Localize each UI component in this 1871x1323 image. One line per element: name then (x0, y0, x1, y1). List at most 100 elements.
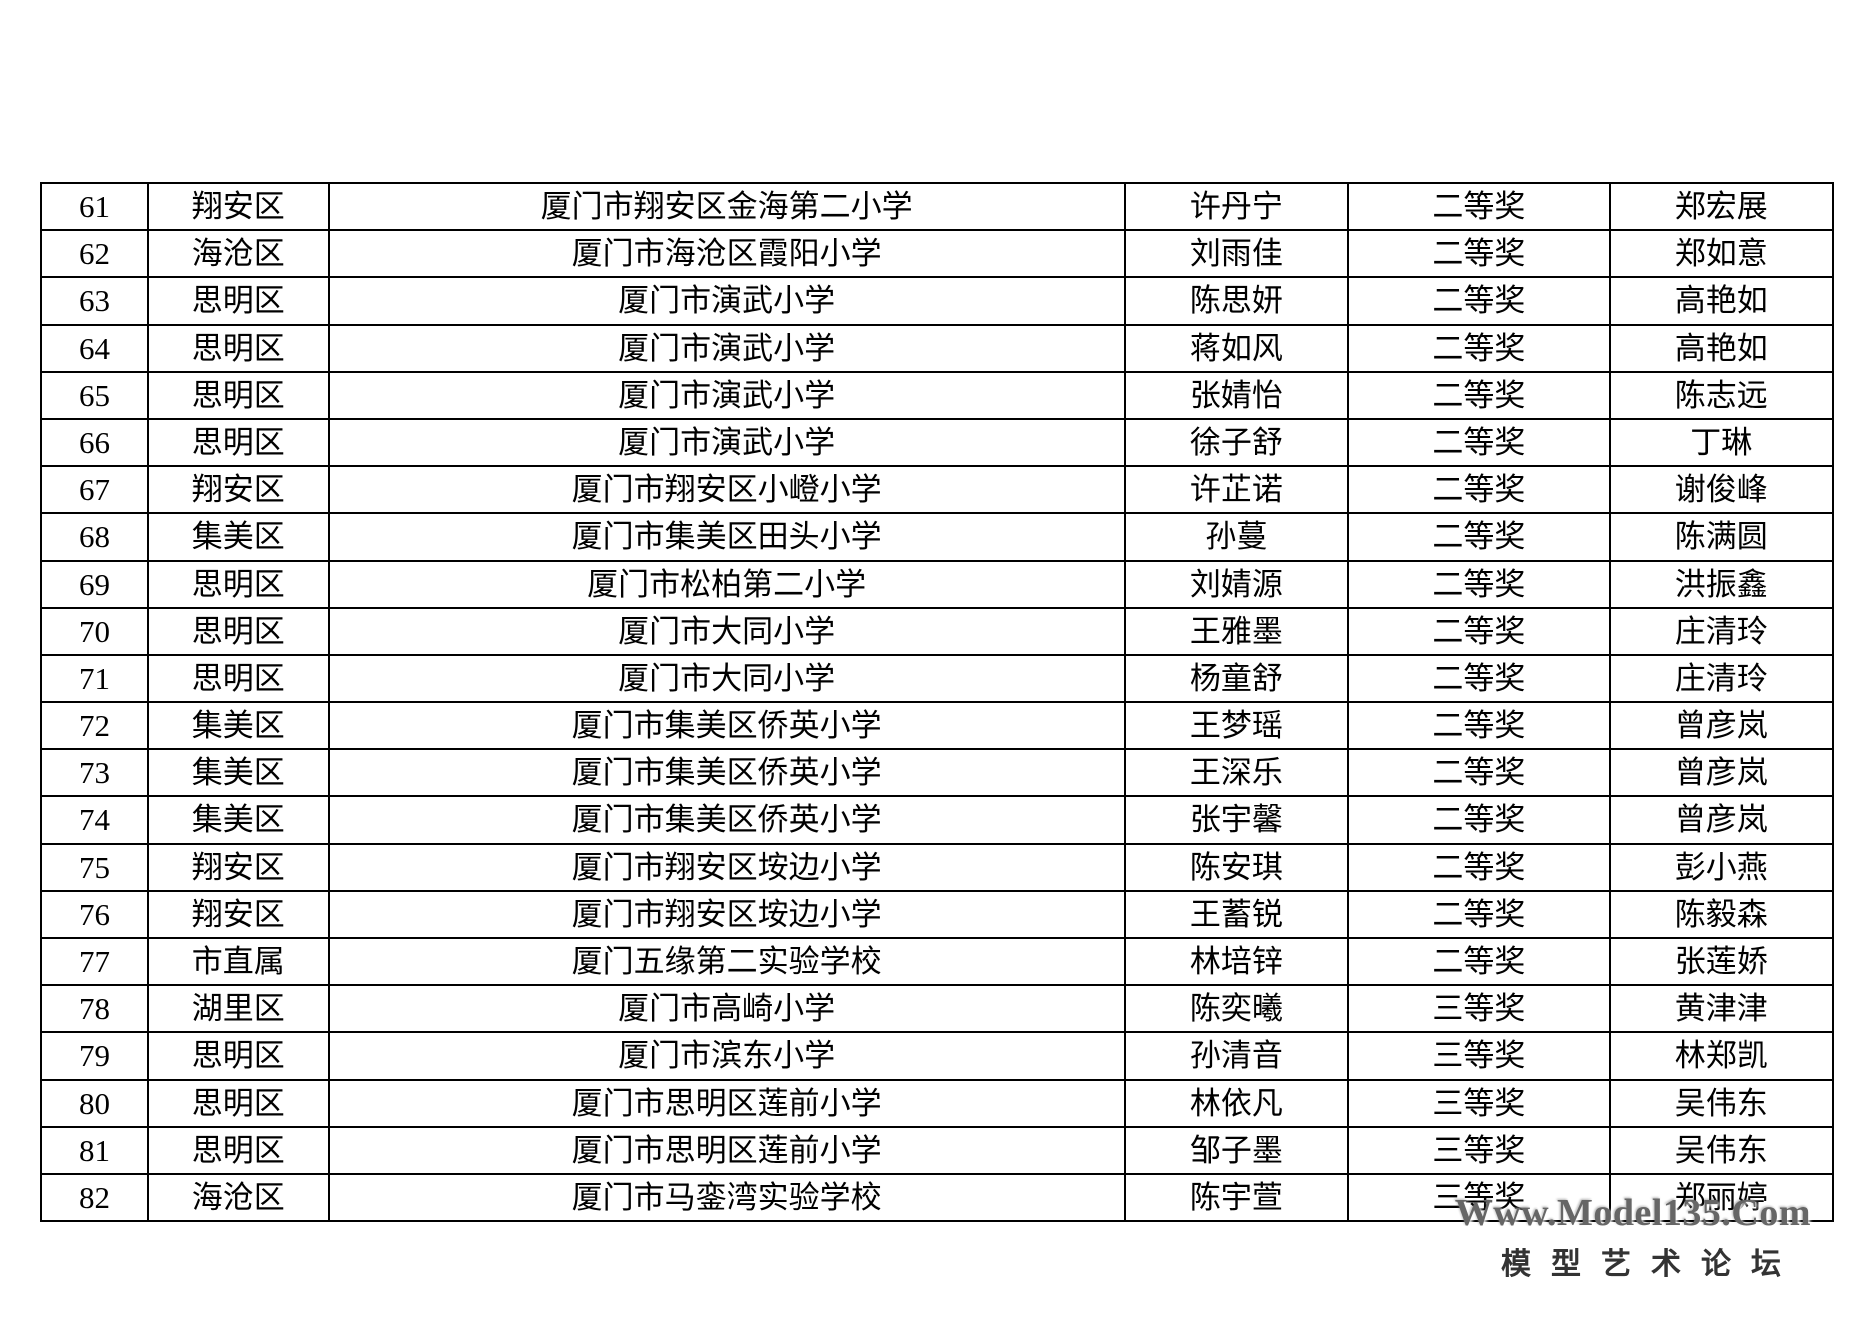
cell-student: 徐子舒 (1125, 419, 1348, 466)
cell-award: 二等奖 (1348, 183, 1609, 230)
cell-teacher: 彭小燕 (1610, 844, 1833, 891)
cell-teacher: 陈毅森 (1610, 891, 1833, 938)
awards-table: 61翔安区厦门市翔安区金海第二小学许丹宁二等奖郑宏展62海沧区厦门市海沧区霞阳小… (40, 182, 1834, 1222)
cell-district: 市直属 (148, 938, 329, 985)
cell-school: 厦门市马銮湾实验学校 (329, 1174, 1125, 1221)
cell-district: 翔安区 (148, 183, 329, 230)
awards-table-container: 61翔安区厦门市翔安区金海第二小学许丹宁二等奖郑宏展62海沧区厦门市海沧区霞阳小… (40, 182, 1834, 1222)
cell-award: 二等奖 (1348, 419, 1609, 466)
cell-school: 厦门市集美区侨英小学 (329, 749, 1125, 796)
cell-teacher: 吴伟东 (1610, 1080, 1833, 1127)
cell-award: 二等奖 (1348, 796, 1609, 843)
table-row: 78湖里区厦门市高崎小学陈奕曦三等奖黄津津 (41, 985, 1833, 1032)
cell-award: 二等奖 (1348, 702, 1609, 749)
cell-teacher: 郑如意 (1610, 230, 1833, 277)
cell-district: 翔安区 (148, 844, 329, 891)
table-row: 68集美区厦门市集美区田头小学孙蔓二等奖陈满圆 (41, 513, 1833, 560)
cell-row-number: 68 (41, 513, 148, 560)
table-row: 62海沧区厦门市海沧区霞阳小学刘雨佳二等奖郑如意 (41, 230, 1833, 277)
cell-student: 张宇馨 (1125, 796, 1348, 843)
cell-district: 思明区 (148, 561, 329, 608)
cell-row-number: 62 (41, 230, 148, 277)
table-row: 66思明区厦门市演武小学徐子舒二等奖丁琳 (41, 419, 1833, 466)
cell-school: 厦门市集美区侨英小学 (329, 702, 1125, 749)
cell-student: 陈宇萱 (1125, 1174, 1348, 1221)
table-row: 77市直属厦门五缘第二实验学校林培锌二等奖张莲娇 (41, 938, 1833, 985)
cell-school: 厦门市演武小学 (329, 325, 1125, 372)
cell-row-number: 67 (41, 466, 148, 513)
cell-award: 二等奖 (1348, 372, 1609, 419)
table-row: 71思明区厦门市大同小学杨童舒二等奖庄清玲 (41, 655, 1833, 702)
cell-award: 三等奖 (1348, 1080, 1609, 1127)
cell-row-number: 61 (41, 183, 148, 230)
cell-district: 翔安区 (148, 891, 329, 938)
cell-district: 思明区 (148, 1127, 329, 1174)
table-row: 72集美区厦门市集美区侨英小学王梦瑶二等奖曾彦岚 (41, 702, 1833, 749)
cell-award: 二等奖 (1348, 277, 1609, 324)
cell-district: 思明区 (148, 419, 329, 466)
cell-school: 厦门市翔安区垵边小学 (329, 844, 1125, 891)
cell-row-number: 76 (41, 891, 148, 938)
cell-student: 王蓄锐 (1125, 891, 1348, 938)
cell-school: 厦门市滨东小学 (329, 1032, 1125, 1079)
cell-school: 厦门市演武小学 (329, 419, 1125, 466)
cell-school: 厦门市翔安区垵边小学 (329, 891, 1125, 938)
cell-student: 邹子墨 (1125, 1127, 1348, 1174)
cell-district: 湖里区 (148, 985, 329, 1032)
cell-teacher: 丁琳 (1610, 419, 1833, 466)
table-row: 70思明区厦门市大同小学王雅墨二等奖庄清玲 (41, 608, 1833, 655)
cell-school: 厦门市松柏第二小学 (329, 561, 1125, 608)
cell-teacher: 曾彦岚 (1610, 749, 1833, 796)
cell-district: 思明区 (148, 655, 329, 702)
cell-teacher: 高艳如 (1610, 277, 1833, 324)
cell-teacher: 林郑凯 (1610, 1032, 1833, 1079)
cell-teacher: 曾彦岚 (1610, 796, 1833, 843)
cell-row-number: 71 (41, 655, 148, 702)
cell-teacher: 洪振鑫 (1610, 561, 1833, 608)
table-row: 75翔安区厦门市翔安区垵边小学陈安琪二等奖彭小燕 (41, 844, 1833, 891)
cell-teacher: 庄清玲 (1610, 655, 1833, 702)
cell-award: 二等奖 (1348, 891, 1609, 938)
cell-teacher: 陈满圆 (1610, 513, 1833, 560)
cell-award: 二等奖 (1348, 561, 1609, 608)
cell-school: 厦门市高崎小学 (329, 985, 1125, 1032)
cell-student: 王雅墨 (1125, 608, 1348, 655)
cell-school: 厦门市演武小学 (329, 277, 1125, 324)
cell-school: 厦门五缘第二实验学校 (329, 938, 1125, 985)
cell-row-number: 82 (41, 1174, 148, 1221)
cell-student: 许丹宁 (1125, 183, 1348, 230)
cell-row-number: 73 (41, 749, 148, 796)
table-row: 69思明区厦门市松柏第二小学刘婧源二等奖洪振鑫 (41, 561, 1833, 608)
table-row: 80思明区厦门市思明区莲前小学林依凡三等奖吴伟东 (41, 1080, 1833, 1127)
cell-school: 厦门市海沧区霞阳小学 (329, 230, 1125, 277)
cell-award: 二等奖 (1348, 938, 1609, 985)
cell-award: 二等奖 (1348, 325, 1609, 372)
cell-school: 厦门市翔安区小嶝小学 (329, 466, 1125, 513)
cell-teacher: 曾彦岚 (1610, 702, 1833, 749)
cell-award: 二等奖 (1348, 844, 1609, 891)
cell-row-number: 81 (41, 1127, 148, 1174)
cell-district: 思明区 (148, 1080, 329, 1127)
table-row: 64思明区厦门市演武小学蒋如风二等奖高艳如 (41, 325, 1833, 372)
cell-student: 孙清音 (1125, 1032, 1348, 1079)
cell-district: 集美区 (148, 513, 329, 560)
table-row: 73集美区厦门市集美区侨英小学王深乐二等奖曾彦岚 (41, 749, 1833, 796)
cell-school: 厦门市大同小学 (329, 655, 1125, 702)
table-body: 61翔安区厦门市翔安区金海第二小学许丹宁二等奖郑宏展62海沧区厦门市海沧区霞阳小… (41, 183, 1833, 1221)
cell-student: 陈奕曦 (1125, 985, 1348, 1032)
cell-row-number: 64 (41, 325, 148, 372)
cell-student: 蒋如风 (1125, 325, 1348, 372)
table-row: 76翔安区厦门市翔安区垵边小学王蓄锐二等奖陈毅森 (41, 891, 1833, 938)
cell-student: 杨童舒 (1125, 655, 1348, 702)
table-row: 79思明区厦门市滨东小学孙清音三等奖林郑凯 (41, 1032, 1833, 1079)
table-row: 81思明区厦门市思明区莲前小学邹子墨三等奖吴伟东 (41, 1127, 1833, 1174)
cell-row-number: 72 (41, 702, 148, 749)
cell-school: 厦门市集美区侨英小学 (329, 796, 1125, 843)
cell-teacher: 黄津津 (1610, 985, 1833, 1032)
cell-row-number: 78 (41, 985, 148, 1032)
watermark: Www.Model135.Com 模型艺术论坛 (1455, 1191, 1811, 1283)
cell-district: 思明区 (148, 372, 329, 419)
cell-row-number: 77 (41, 938, 148, 985)
cell-row-number: 79 (41, 1032, 148, 1079)
cell-award: 三等奖 (1348, 985, 1609, 1032)
